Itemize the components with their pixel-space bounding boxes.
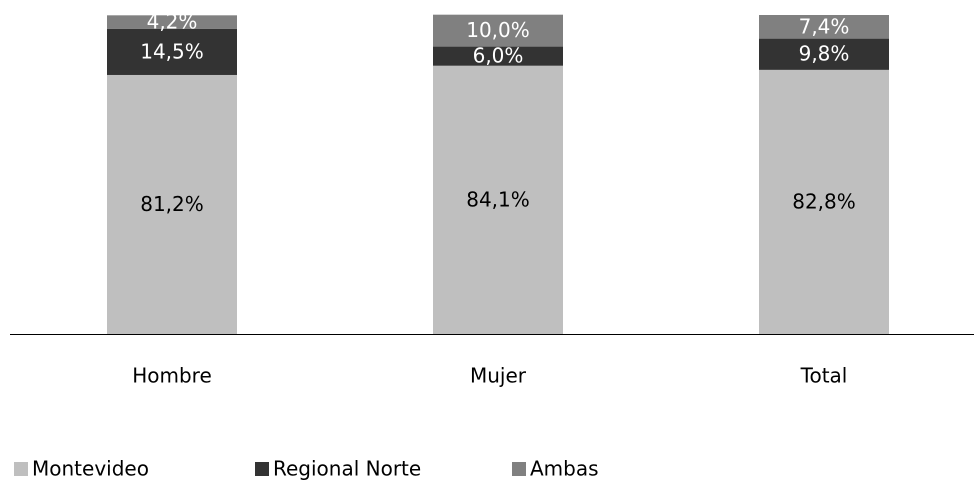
bar-segment — [759, 69, 889, 335]
data-label: 14,5% — [140, 39, 204, 63]
data-label: 84,1% — [466, 187, 530, 211]
legend-label: Montevideo — [32, 457, 149, 481]
data-label: 4,2% — [147, 10, 198, 34]
bar-segment — [107, 28, 237, 75]
bar-segment — [433, 46, 563, 66]
bar-segment — [759, 15, 889, 39]
bar-segment — [433, 14, 563, 47]
legend-swatch — [255, 462, 269, 476]
bar-segment — [107, 74, 237, 335]
x-tick-label: Total — [800, 364, 848, 388]
data-label: 10,0% — [466, 18, 530, 42]
x-tick-label: Hombre — [132, 364, 212, 388]
data-label: 82,8% — [792, 189, 856, 213]
legend-swatch — [14, 462, 28, 476]
legend-label: Regional Norte — [273, 457, 421, 481]
bar-segment — [759, 38, 889, 70]
x-tick-label: Mujer — [470, 364, 527, 388]
data-label: 6,0% — [473, 44, 524, 68]
data-label: 7,4% — [799, 14, 850, 38]
data-label: 9,8% — [799, 42, 850, 66]
bar-segment — [433, 65, 563, 334]
data-label: 81,2% — [140, 192, 204, 216]
legend-swatch — [512, 462, 526, 476]
bar-segment — [107, 15, 237, 29]
legend-label: Ambas — [530, 457, 599, 481]
